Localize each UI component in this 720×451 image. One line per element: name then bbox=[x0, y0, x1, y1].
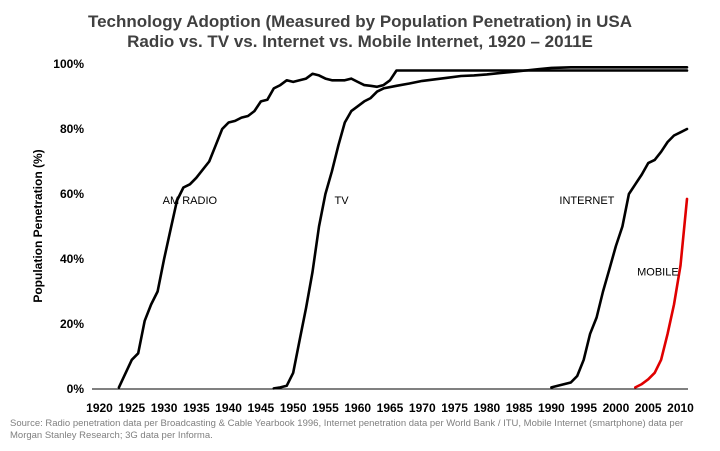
x-tick-labels: 1920 1925 1930 1935 1940 1945 1950 1955 1960 1965… bbox=[86, 401, 694, 415]
x-tick-label: 1940 bbox=[215, 401, 242, 415]
x-tick-label: 1970 bbox=[409, 401, 436, 415]
x-tick-label: 1920 bbox=[86, 401, 113, 415]
series-annotation: MOBILE bbox=[637, 266, 679, 278]
series-line-internet bbox=[550, 127, 689, 389]
series-annotation: INTERNET bbox=[559, 195, 614, 207]
y-tick-label: 40% bbox=[60, 252, 84, 266]
series-annotations: AM RADIO TV INTERNET MOBILE bbox=[163, 195, 679, 279]
series-lines bbox=[117, 66, 689, 390]
source-line-2: Morgan Stanley Research; 3G data per Inf… bbox=[10, 430, 213, 441]
x-tick-label: 1925 bbox=[118, 401, 145, 415]
x-tick-label: 1950 bbox=[280, 401, 307, 415]
chart-subtitle: Radio vs. TV vs. Internet vs. Mobile Int… bbox=[127, 32, 593, 51]
source-line-1: Source: Radio penetration data per Broad… bbox=[10, 418, 684, 429]
x-tick-label: 1990 bbox=[538, 401, 565, 415]
x-tick-label: 1955 bbox=[312, 401, 339, 415]
x-tick-label: 1980 bbox=[473, 401, 500, 415]
x-tick-label: 1965 bbox=[377, 401, 404, 415]
x-tick-label: 2000 bbox=[603, 401, 630, 415]
x-tick-label: 2005 bbox=[635, 401, 662, 415]
chart-title: Technology Adoption (Measured by Populat… bbox=[87, 12, 632, 31]
x-tick-label: 1960 bbox=[344, 401, 371, 415]
source-note: Source: Radio penetration data per Broad… bbox=[10, 418, 700, 442]
x-tick-label: 1935 bbox=[183, 401, 210, 415]
x-tick-label: 1930 bbox=[151, 401, 178, 415]
x-tick-label: 1975 bbox=[441, 401, 468, 415]
chart-title-block: Technology Adoption (Measured by Populat… bbox=[0, 12, 720, 52]
y-tick-label: 80% bbox=[60, 122, 84, 136]
x-tick-label: 1945 bbox=[248, 401, 275, 415]
series-line-tv bbox=[272, 66, 689, 390]
series-line-am-radio bbox=[117, 69, 689, 389]
x-tick-label: 2010 bbox=[667, 401, 694, 415]
series-annotation: AM RADIO bbox=[163, 195, 218, 207]
y-tick-labels: 0% 20% 40% 60% 80% 100% bbox=[53, 57, 84, 396]
y-tick-label: 20% bbox=[60, 317, 84, 331]
y-axis-label: Population Penetration (%) bbox=[31, 149, 45, 302]
y-tick-label: 100% bbox=[53, 57, 84, 71]
y-tick-label: 0% bbox=[67, 382, 85, 396]
y-tick-label: 60% bbox=[60, 187, 84, 201]
x-tick-label: 1985 bbox=[506, 401, 533, 415]
series-line-mobile bbox=[634, 197, 689, 389]
series-annotation: TV bbox=[335, 195, 350, 207]
x-tick-label: 1995 bbox=[570, 401, 597, 415]
